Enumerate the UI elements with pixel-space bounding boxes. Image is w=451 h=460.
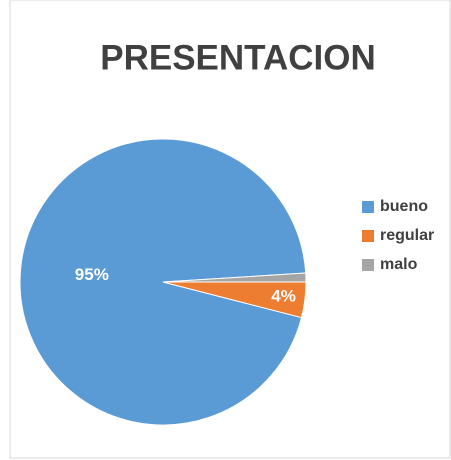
pie-slice [162,272,307,283]
legend-label: regular [380,227,434,244]
legend-label: malo [380,256,418,273]
data-label: 95% [75,265,109,284]
legend-swatch [362,201,374,213]
legend-swatch [362,230,374,242]
legend-swatch [362,259,374,271]
data-label: 4% [271,287,296,306]
legend-label: bueno [380,198,428,215]
chart-title: PRESENTACION [100,38,376,77]
pie-slice [19,138,307,426]
